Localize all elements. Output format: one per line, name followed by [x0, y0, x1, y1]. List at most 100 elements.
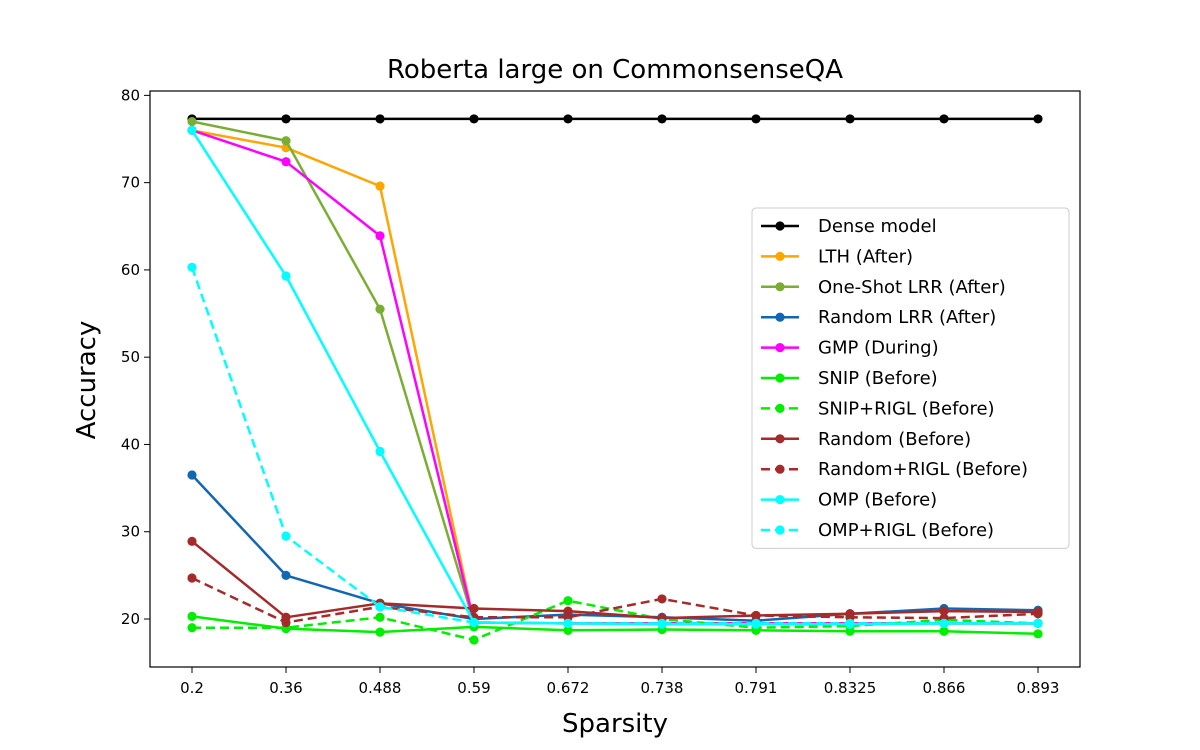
legend: Dense model LTH (After) One-Shot LRR (Afte… — [751, 207, 1070, 549]
y-tick-label: 80 — [121, 86, 140, 104]
legend-swatch-marker — [775, 403, 785, 413]
legend-item: SNIP+RIGL (Before) — [761, 398, 995, 419]
x-tick-label: 0.8325 — [824, 679, 877, 697]
data-point — [751, 610, 761, 621]
x-axis-title: Sparsity — [562, 709, 668, 739]
y-tick-label: 20 — [121, 610, 140, 628]
legend-item: SNIP (Before) — [761, 368, 938, 389]
data-point — [375, 231, 385, 241]
data-point — [187, 116, 197, 127]
data-point — [187, 470, 197, 480]
data-point — [375, 114, 385, 124]
legend-label: OMP (Before) — [818, 490, 937, 511]
x-tick-label: 0.866 — [923, 679, 966, 697]
data-point — [469, 603, 479, 614]
data-point — [751, 618, 761, 628]
data-point — [939, 626, 949, 636]
plot-frame — [149, 90, 1081, 668]
series-line — [191, 615, 1039, 636]
data-point — [845, 618, 855, 628]
data-point — [469, 114, 479, 124]
data-point — [281, 114, 291, 124]
y-axis-title-group: Accuracy — [72, 321, 102, 440]
y-tick-label: 40 — [121, 435, 140, 453]
series-6 — [187, 596, 1043, 645]
legend-item: One-Shot LRR (After) — [761, 277, 1006, 298]
data-point — [281, 617, 291, 628]
data-point — [375, 602, 385, 612]
x-tick-label: 0.893 — [1017, 679, 1060, 697]
data-point — [1033, 618, 1043, 628]
legend-label: Dense model — [818, 216, 937, 237]
series-8 — [187, 573, 1043, 628]
y-tick-label: 70 — [121, 174, 140, 192]
data-point — [187, 125, 197, 135]
legend-label: One-Shot LRR (After) — [818, 277, 1006, 298]
data-point — [657, 618, 667, 628]
data-point — [939, 618, 949, 628]
legend-swatch-marker — [775, 312, 785, 322]
series-line — [191, 540, 1039, 620]
series-0 — [187, 114, 1043, 124]
data-point — [281, 531, 291, 541]
legend-swatch-marker — [775, 464, 785, 474]
legend-swatch-marker — [775, 251, 785, 261]
legend-label: Random LRR (After) — [818, 307, 996, 328]
data-point — [469, 635, 479, 645]
data-point — [1033, 609, 1043, 619]
legend-item: Random (Before) — [761, 429, 971, 450]
data-point — [563, 618, 573, 628]
legend-label: GMP (During) — [818, 338, 939, 359]
legend-swatch-marker — [775, 373, 785, 383]
legend-item: LTH (After) — [761, 246, 913, 267]
series-line — [191, 576, 1039, 624]
y-tick-label: 50 — [121, 348, 140, 366]
series-line — [190, 266, 1038, 625]
legend-item: Random+RIGL (Before) — [761, 459, 1028, 480]
data-point — [187, 611, 197, 621]
legend-swatch-marker — [775, 282, 785, 292]
legend-box — [751, 207, 1070, 549]
legend-label: OMP+RIGL (Before) — [818, 520, 994, 541]
data-point — [187, 623, 197, 633]
x-tick-label: 0.672 — [547, 679, 590, 697]
data-point — [469, 617, 479, 628]
data-point — [187, 262, 197, 272]
data-point — [657, 594, 667, 604]
chart-title: Roberta large on CommonsenseQA — [387, 55, 843, 85]
data-point — [845, 114, 855, 124]
legend-item: GMP (During) — [761, 338, 939, 359]
legend-item: OMP (Before) — [761, 490, 937, 511]
data-point — [281, 157, 291, 167]
x-tick-label: 0.738 — [641, 679, 684, 697]
data-point — [281, 271, 291, 281]
data-point — [375, 304, 385, 314]
legend-item: OMP+RIGL (Before) — [761, 520, 994, 541]
plot-area: 0.2 0.36 0.488 0.59 0.672 0.738 0.791 0.8325 0.8… — [121, 86, 1081, 697]
data-point — [563, 596, 573, 606]
y-axis-title: Accuracy — [72, 321, 102, 440]
data-point — [375, 446, 385, 457]
x-tick-label: 0.791 — [735, 679, 778, 697]
data-point — [1033, 629, 1043, 639]
legend-item: Dense model — [761, 216, 937, 237]
legend-label: Random+RIGL (Before) — [818, 459, 1028, 480]
data-point — [187, 536, 197, 546]
data-point — [1033, 114, 1043, 124]
data-point — [375, 181, 385, 191]
data-point — [939, 114, 949, 124]
legend-swatch-marker — [775, 434, 785, 444]
series-line — [192, 599, 1039, 642]
data-point — [375, 612, 385, 622]
x-tick-label: 0.59 — [457, 679, 490, 697]
legend-label: SNIP (Before) — [818, 368, 938, 389]
legend-label: LTH (After) — [818, 246, 913, 267]
x-tick-label: 0.36 — [269, 679, 302, 697]
data-point — [281, 136, 291, 146]
data-point — [281, 570, 291, 580]
data-point — [563, 114, 573, 124]
legend-label: SNIP+RIGL (Before) — [818, 398, 995, 419]
legend-label: Random (Before) — [818, 429, 971, 450]
